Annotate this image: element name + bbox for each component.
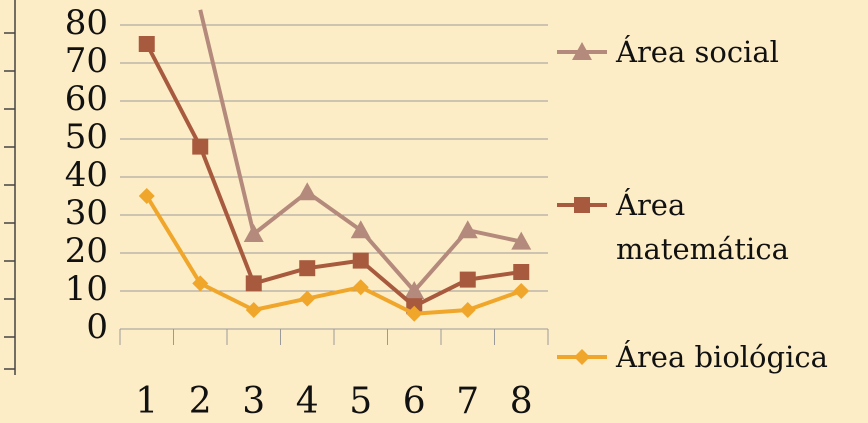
x-tick-label: 3 bbox=[242, 381, 265, 422]
series-group bbox=[138, 9, 532, 322]
legend-label: Área bbox=[615, 187, 685, 222]
x-tick-label: 5 bbox=[349, 381, 372, 422]
legend-item: Área biológica bbox=[557, 339, 828, 374]
y-tick-label: 0 bbox=[86, 307, 108, 347]
gridlines bbox=[120, 24, 548, 330]
data-point bbox=[352, 252, 369, 269]
data-point bbox=[457, 220, 478, 239]
y-tick-label: 40 bbox=[65, 155, 108, 195]
legend-item: Área matemática bbox=[557, 187, 789, 266]
y-tick-label: 60 bbox=[65, 79, 108, 119]
data-point bbox=[192, 275, 209, 292]
data-point bbox=[297, 182, 318, 201]
series-line bbox=[145, 194, 522, 316]
y-tick-label: 10 bbox=[65, 269, 108, 309]
series-line bbox=[144, 43, 522, 309]
y-tick-label: 30 bbox=[65, 193, 108, 233]
legend-marker bbox=[574, 349, 590, 365]
legend-label: Área biológica bbox=[615, 339, 828, 374]
series-line bbox=[198, 9, 522, 293]
legend-label: matemática bbox=[616, 232, 789, 266]
data-point bbox=[511, 231, 532, 250]
y-tick-label: 70 bbox=[65, 41, 108, 81]
data-point bbox=[245, 302, 262, 318]
data-point bbox=[459, 271, 476, 288]
data-point bbox=[404, 281, 425, 299]
series-triangle bbox=[198, 9, 532, 299]
x-tick-label: 4 bbox=[296, 381, 319, 422]
data-point bbox=[245, 275, 262, 292]
data-point bbox=[513, 264, 530, 280]
legend-marker bbox=[574, 197, 590, 213]
data-point bbox=[352, 279, 369, 296]
data-point bbox=[299, 260, 316, 277]
data-point bbox=[513, 283, 530, 299]
y-tick-label: 80 bbox=[65, 3, 108, 43]
data-point bbox=[192, 138, 209, 155]
data-point bbox=[459, 302, 476, 318]
x-tick-label: 2 bbox=[189, 381, 212, 422]
data-point bbox=[138, 188, 155, 204]
y-tick-label: 20 bbox=[65, 231, 108, 271]
data-point bbox=[243, 224, 264, 242]
data-point bbox=[138, 36, 155, 52]
x-tick-label: 6 bbox=[403, 381, 426, 422]
legend-item: Área social bbox=[557, 34, 779, 69]
data-point bbox=[406, 305, 423, 322]
legend-marker bbox=[572, 42, 592, 60]
series-diamond bbox=[138, 188, 530, 322]
data-point bbox=[299, 290, 316, 307]
x-tick-label: 7 bbox=[456, 381, 479, 422]
x-tick-label: 8 bbox=[510, 381, 533, 422]
x-tick-label: 1 bbox=[135, 381, 158, 422]
legend-label: Área social bbox=[615, 34, 779, 69]
series-square bbox=[138, 36, 530, 315]
y-tick-label: 50 bbox=[65, 117, 108, 157]
legend: Área social Área matemática Área biológica bbox=[557, 34, 828, 374]
data-point bbox=[350, 220, 371, 239]
